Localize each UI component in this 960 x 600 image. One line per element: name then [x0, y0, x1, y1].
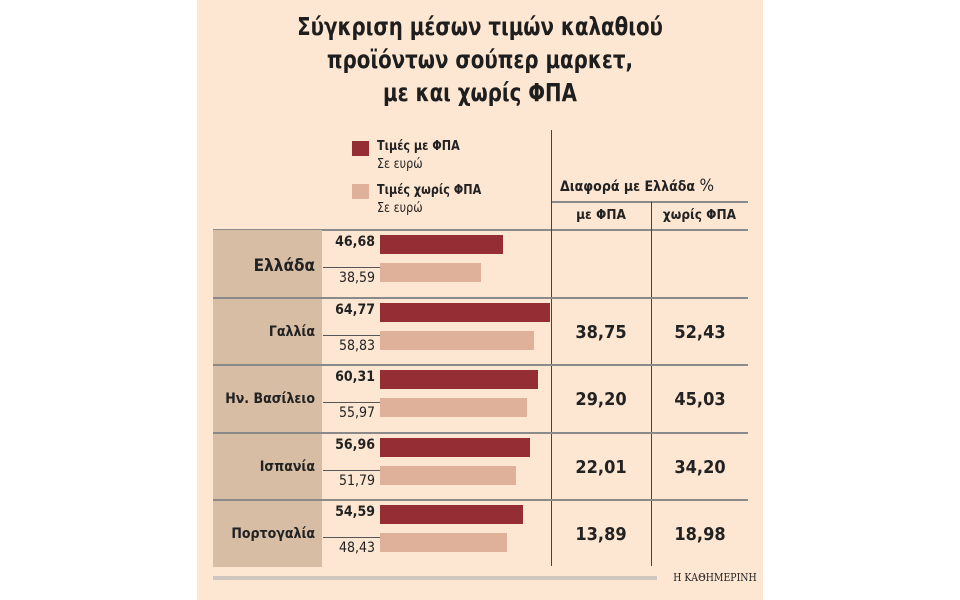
value-label-without-vat: 55,97 — [338, 405, 375, 421]
value-separator — [323, 537, 393, 538]
divider — [213, 229, 748, 231]
country-column — [213, 230, 322, 567]
title-line: με και χωρίς ΦΠΑ — [383, 78, 577, 107]
row-divider — [213, 364, 748, 366]
title-line: προϊόντων σούπερ μαρκετ, — [326, 45, 634, 74]
bar-with-vat — [380, 370, 539, 389]
bar-with-vat — [380, 505, 524, 524]
footer-rule — [213, 576, 657, 580]
legend-swatch-without-vat — [352, 184, 369, 199]
table-title: Διαφορά με Ελλάδα % — [560, 176, 714, 196]
pct-diff-with-vat: 38,75 — [575, 321, 627, 343]
value-label-with-vat: 54,59 — [335, 504, 375, 520]
table-unit: % — [699, 176, 714, 196]
value-label-without-vat: 58,83 — [338, 337, 375, 354]
bar-without-vat — [380, 533, 508, 552]
row-divider — [213, 431, 748, 434]
bar-without-vat — [380, 330, 535, 350]
divider — [551, 130, 552, 566]
country-label: Ην. Βασίλειο — [225, 391, 315, 407]
country-label: Ισπανία — [259, 458, 315, 475]
country-label: Γαλλία — [268, 323, 315, 340]
bar-with-vat — [380, 437, 530, 457]
divider — [651, 202, 652, 566]
value-label-with-vat: 64,77 — [335, 301, 375, 318]
value-separator — [323, 402, 393, 403]
pct-diff-without-vat: 18,98 — [674, 524, 726, 545]
value-label-without-vat: 48,43 — [338, 540, 375, 556]
row-divider — [213, 296, 748, 299]
legend-unit: Σε ευρώ — [377, 200, 423, 216]
source-logo: Η ΚΑΘΗΜΕΡΙΝΗ — [673, 571, 757, 584]
table-title-text: Διαφορά με Ελλάδα — [560, 179, 696, 195]
chart-title: Σύγκριση μέσων τιμών καλαθιού προϊόντων … — [231, 10, 729, 109]
value-label-without-vat: 51,79 — [338, 472, 375, 489]
column-header: χωρίς ΦΠΑ — [662, 207, 737, 223]
value-label-with-vat: 56,96 — [335, 436, 375, 453]
bar-with-vat — [380, 302, 550, 322]
pct-diff-with-vat: 29,20 — [575, 389, 627, 410]
country-label: Πορτογαλία — [231, 526, 315, 542]
value-label-with-vat: 46,68 — [335, 234, 375, 250]
column-header: με ΦΠΑ — [576, 207, 626, 223]
bar-with-vat — [380, 235, 503, 254]
value-separator — [323, 469, 393, 471]
bar-without-vat — [380, 263, 482, 282]
value-separator — [323, 334, 393, 336]
pct-diff-without-vat: 34,20 — [674, 456, 726, 478]
legend-swatch-with-vat — [352, 141, 369, 156]
divider — [551, 201, 748, 203]
pct-diff-with-vat: 13,89 — [575, 524, 627, 545]
pct-diff-without-vat: 45,03 — [674, 389, 726, 410]
bar-without-vat — [380, 398, 527, 417]
pct-diff-without-vat: 52,43 — [674, 321, 726, 343]
country-label: Ελλάδα — [253, 256, 315, 276]
pct-diff-with-vat: 22,01 — [575, 456, 627, 478]
value-separator — [323, 267, 393, 268]
row-divider — [213, 499, 748, 501]
value-label-without-vat: 38,59 — [338, 270, 375, 286]
legend-unit: Σε ευρώ — [377, 156, 423, 172]
bar-without-vat — [380, 465, 516, 485]
legend-label-with-vat: Τιμές με ΦΠΑ — [377, 138, 460, 154]
legend-label-without-vat: Τιμές χωρίς ΦΠΑ — [377, 182, 482, 198]
value-label-with-vat: 60,31 — [335, 369, 375, 385]
title-line: Σύγκριση μέσων τιμών καλαθιού — [297, 12, 663, 41]
